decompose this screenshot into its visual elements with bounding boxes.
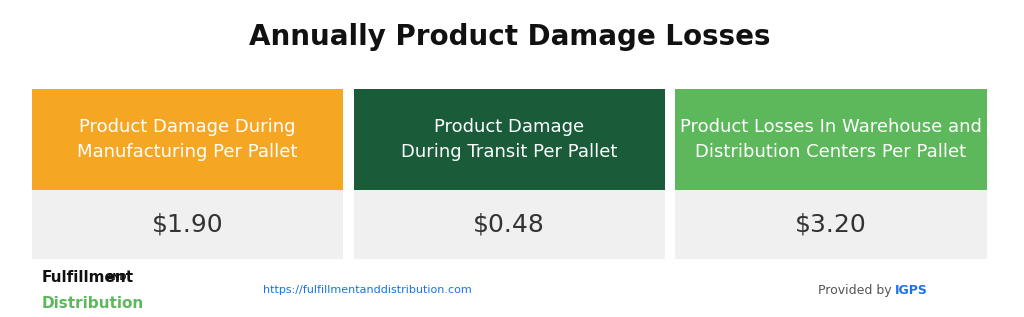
Text: Distribution: Distribution [42,295,144,311]
FancyBboxPatch shape [353,190,665,259]
Text: Product Losses In Warehouse and
Distribution Centers Per Pallet: Product Losses In Warehouse and Distribu… [680,118,982,161]
Text: $1.90: $1.90 [152,212,223,236]
FancyBboxPatch shape [353,89,665,190]
Text: $3.20: $3.20 [795,212,866,236]
Text: Annually Product Damage Losses: Annually Product Damage Losses [249,23,770,51]
Text: https://fulfillmentanddistribution.com: https://fulfillmentanddistribution.com [263,286,471,295]
Text: AND: AND [108,273,128,282]
Text: IGPS: IGPS [895,284,928,297]
FancyBboxPatch shape [32,190,343,259]
Text: Fulfillment: Fulfillment [42,270,134,285]
FancyBboxPatch shape [675,89,987,190]
FancyBboxPatch shape [675,190,987,259]
Text: $0.48: $0.48 [473,212,545,236]
FancyBboxPatch shape [32,89,343,190]
Text: Product Damage During
Manufacturing Per Pallet: Product Damage During Manufacturing Per … [78,118,298,161]
Text: Product Damage
During Transit Per Pallet: Product Damage During Transit Per Pallet [401,118,617,161]
Text: Provided by: Provided by [817,284,895,297]
